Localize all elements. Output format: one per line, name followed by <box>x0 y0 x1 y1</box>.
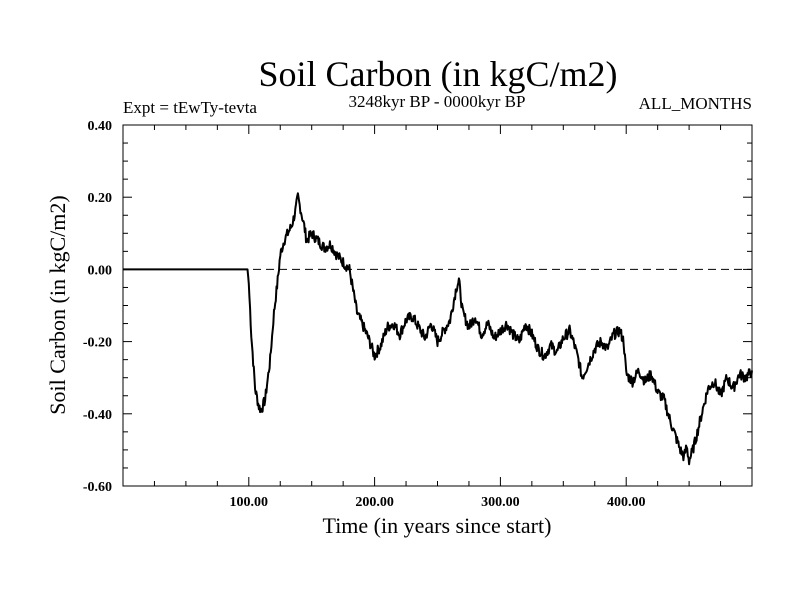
chart-title: Soil Carbon (in kgC/m2) <box>259 54 618 94</box>
y-tick-label: 0.20 <box>88 191 113 206</box>
x-axis-label: Time (in years since start) <box>323 513 552 538</box>
plot-area: 100.00 200.00 300.00 400.00 -0.60 -0.40 -0.20 0… <box>83 119 753 510</box>
x-tick-label: 100.00 <box>230 495 269 510</box>
plot-frame <box>122 124 753 487</box>
y-tick-label: -0.40 <box>83 408 112 423</box>
y-tick-label: 0.00 <box>88 263 113 278</box>
x-tick-label: 200.00 <box>355 495 394 510</box>
experiment-label: Expt = tEwTy-tevta <box>123 98 257 117</box>
y-tick-label: -0.20 <box>83 336 112 351</box>
months-label: ALL_MONTHS <box>639 94 752 113</box>
series-line-soil-carbon <box>122 192 753 466</box>
period-label: 3248kyr BP - 0000kyr BP <box>349 92 526 111</box>
y-axis-label: Soil Carbon (in kgC/m2) <box>45 195 70 414</box>
y-tick-label: -0.60 <box>83 480 112 495</box>
y-tick-label: 0.40 <box>88 119 113 134</box>
x-tick-label: 400.00 <box>607 495 646 510</box>
x-tick-label: 300.00 <box>481 495 520 510</box>
